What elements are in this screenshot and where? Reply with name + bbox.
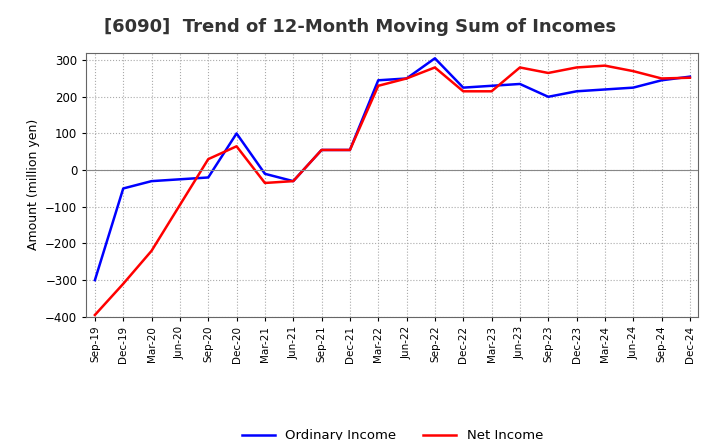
Legend: Ordinary Income, Net Income: Ordinary Income, Net Income [237, 424, 548, 440]
Net Income [516, 65, 524, 70]
Net Income [402, 76, 411, 81]
Net Income [629, 69, 637, 74]
Net Income [459, 88, 467, 94]
Net Income [204, 157, 212, 162]
Ordinary Income [176, 176, 184, 182]
Ordinary Income [657, 77, 666, 83]
Text: [6090]  Trend of 12-Month Moving Sum of Incomes: [6090] Trend of 12-Month Moving Sum of I… [104, 18, 616, 36]
Net Income [657, 76, 666, 81]
Ordinary Income [374, 77, 382, 83]
Net Income [685, 75, 694, 81]
Ordinary Income [544, 94, 552, 99]
Net Income [600, 63, 609, 68]
Net Income [346, 147, 354, 153]
Ordinary Income [516, 81, 524, 87]
Net Income [176, 202, 184, 208]
Ordinary Income [318, 147, 326, 153]
Ordinary Income [431, 55, 439, 61]
Net Income [487, 88, 496, 94]
Ordinary Income [487, 83, 496, 88]
Net Income [233, 143, 241, 149]
Net Income [119, 281, 127, 286]
Ordinary Income [402, 76, 411, 81]
Line: Ordinary Income: Ordinary Income [95, 58, 690, 280]
Net Income [148, 248, 156, 253]
Ordinary Income [91, 278, 99, 283]
Ordinary Income [572, 88, 581, 94]
Ordinary Income [600, 87, 609, 92]
Net Income [261, 180, 269, 186]
Ordinary Income [685, 74, 694, 79]
Y-axis label: Amount (million yen): Amount (million yen) [27, 119, 40, 250]
Net Income [572, 65, 581, 70]
Ordinary Income [346, 147, 354, 153]
Ordinary Income [119, 186, 127, 191]
Net Income [544, 70, 552, 76]
Ordinary Income [261, 171, 269, 176]
Line: Net Income: Net Income [95, 66, 690, 315]
Ordinary Income [459, 85, 467, 90]
Net Income [431, 65, 439, 70]
Ordinary Income [148, 179, 156, 184]
Net Income [91, 312, 99, 318]
Ordinary Income [629, 85, 637, 90]
Net Income [318, 147, 326, 153]
Net Income [289, 179, 297, 184]
Ordinary Income [233, 131, 241, 136]
Ordinary Income [289, 179, 297, 184]
Ordinary Income [204, 175, 212, 180]
Net Income [374, 83, 382, 88]
